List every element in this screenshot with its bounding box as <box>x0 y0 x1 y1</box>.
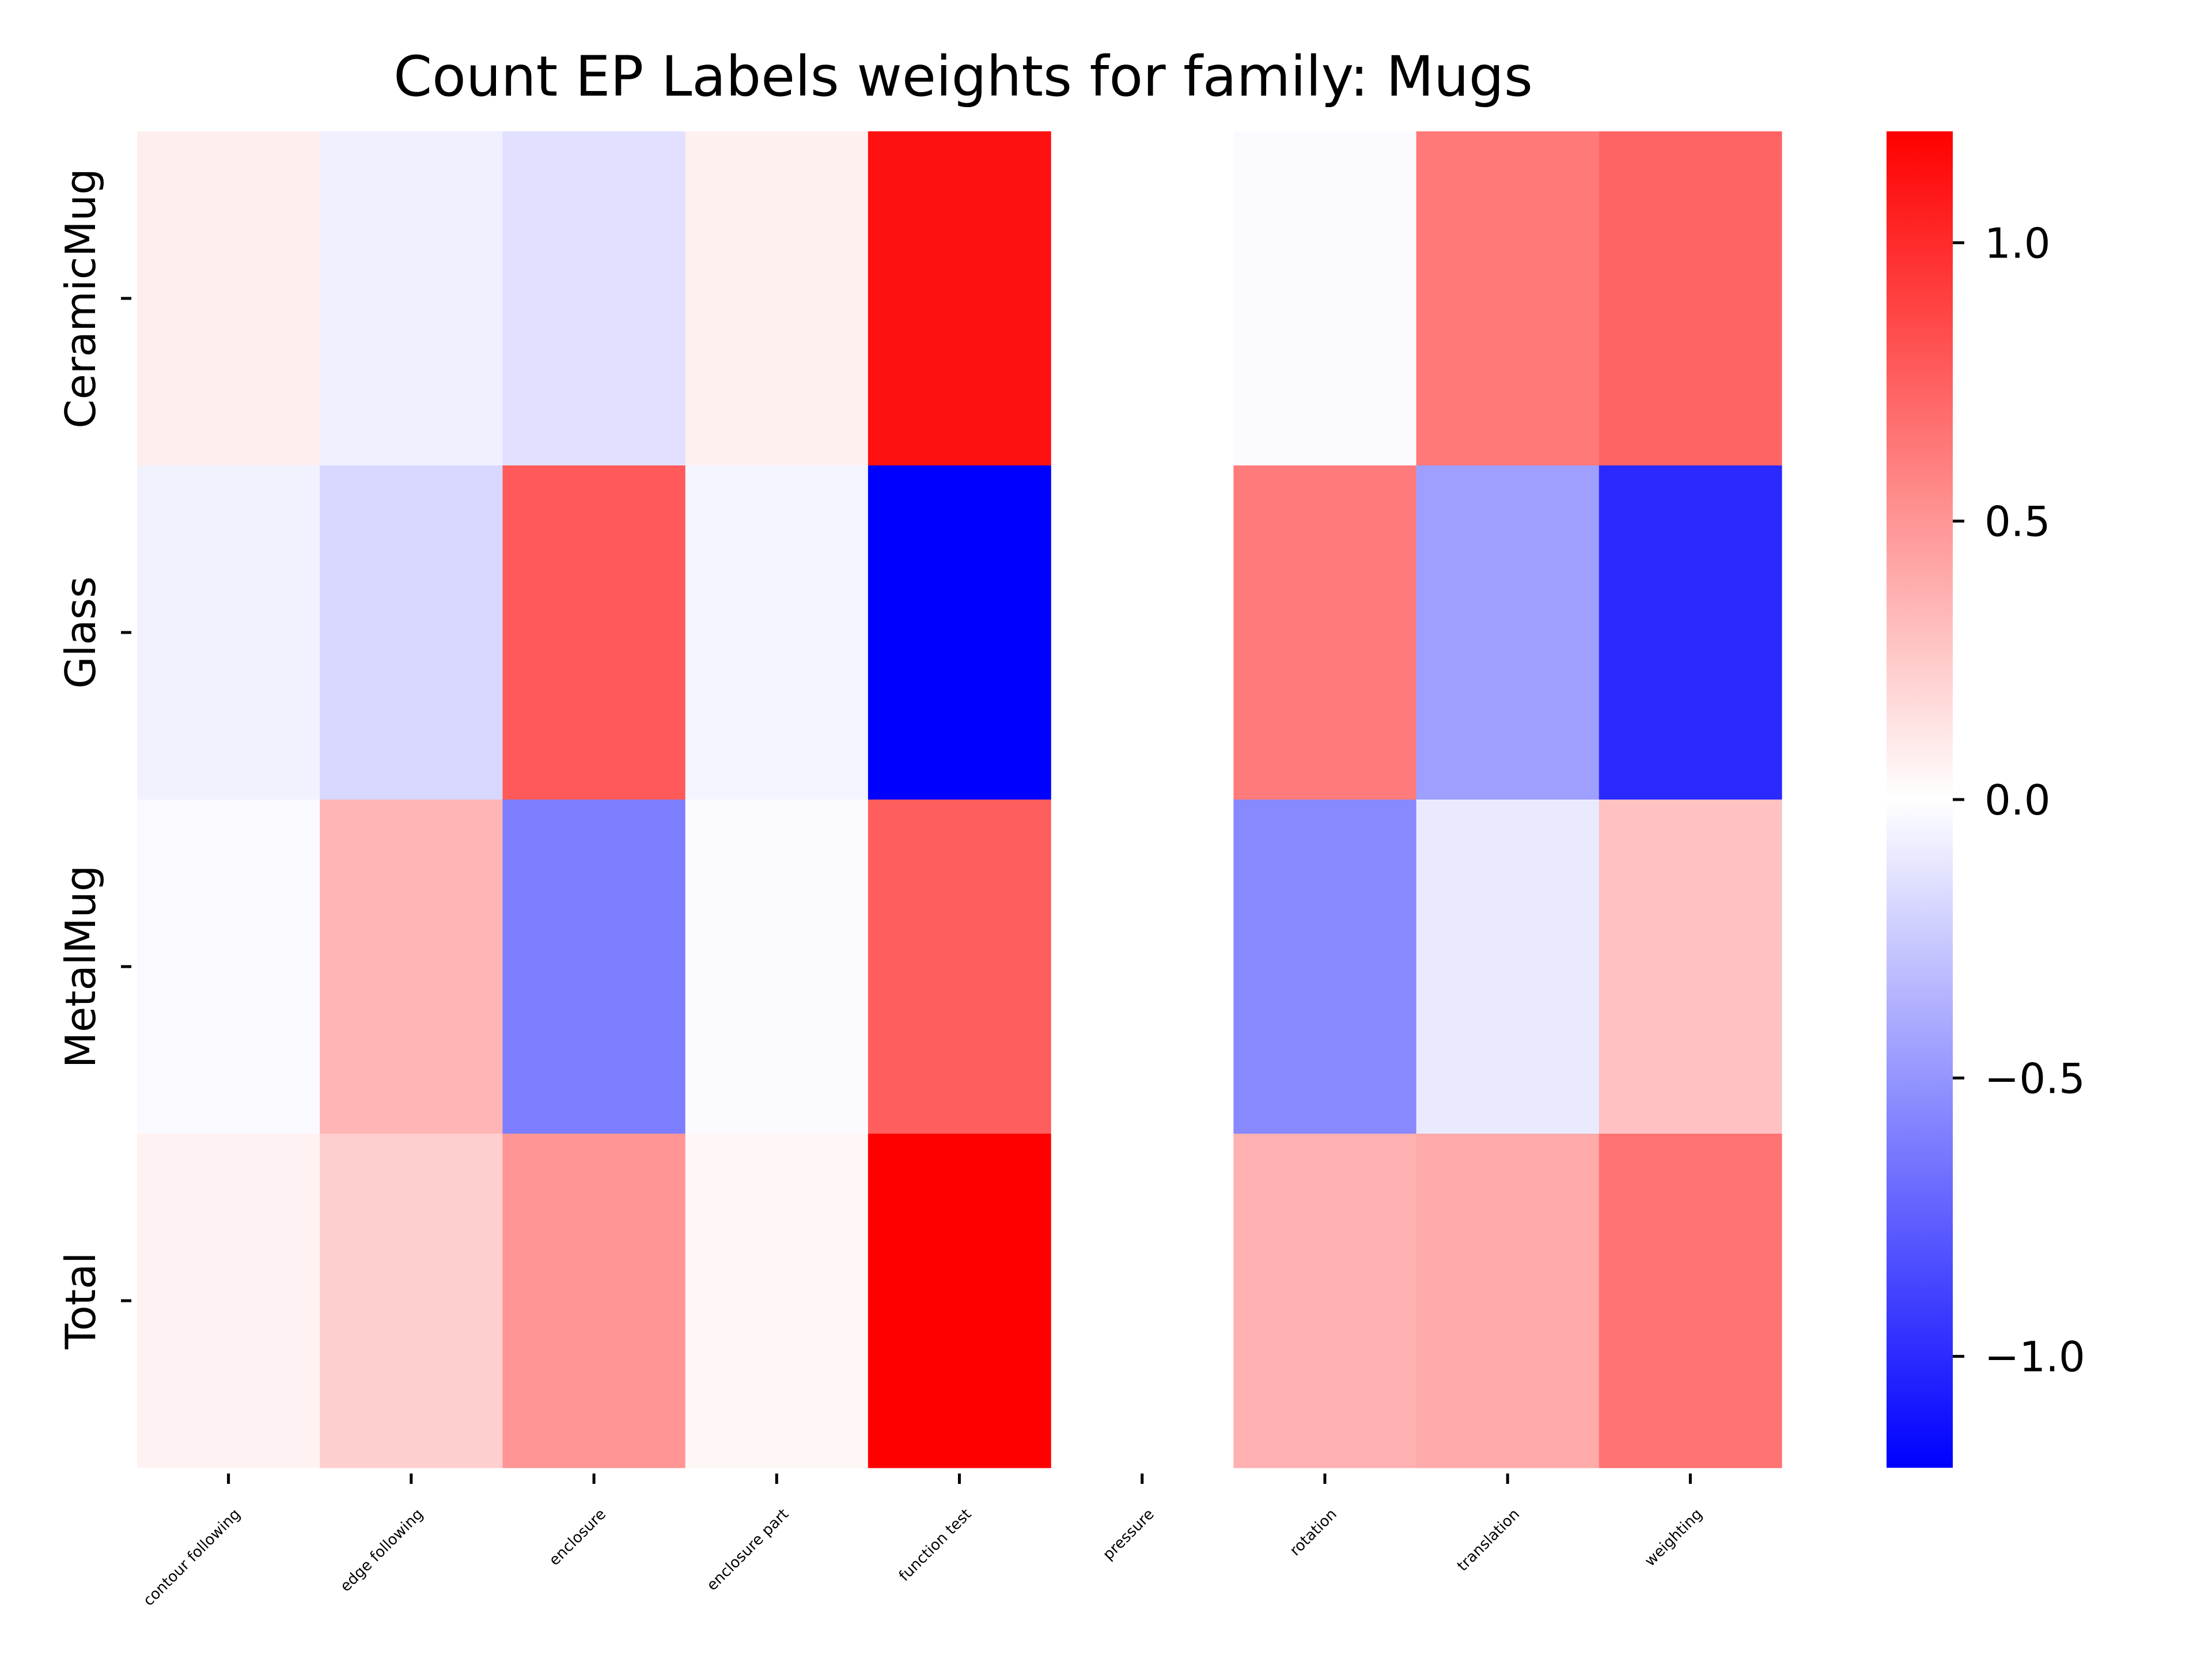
x-tick-label-weighting: weighting <box>1642 1506 1706 1570</box>
y-tick-label-ceramicmug: CeramicMug <box>56 168 105 428</box>
heatmap-cell-ceramicmug-function-test <box>868 131 1051 466</box>
colorbar <box>1887 131 1953 1468</box>
heatmap-cell-ceramicmug-enclosure-part <box>685 131 869 466</box>
heatmap-cell-total-function-test <box>868 1134 1051 1468</box>
heatmap-cell-ceramicmug-enclosure <box>502 131 686 466</box>
colorbar-axis: 1.0 0.5 0.0 −0.5 −1.0 <box>1953 219 2085 1381</box>
heatmap-cell-ceramicmug-translation <box>1416 131 1600 466</box>
heatmap-cell-ceramicmug-contour-following <box>137 131 320 466</box>
heatmap-cell-metalmug-edge-following <box>320 800 503 1134</box>
heatmap-cell-total-enclosure-part <box>685 1134 869 1468</box>
y-tick-label-glass: Glass <box>56 577 105 689</box>
heatmap-cell-metalmug-rotation <box>1233 800 1417 1134</box>
heatmap-cell-metalmug-enclosure-part <box>685 800 869 1134</box>
x-axis: contour following edge following enclosure… <box>140 1474 1706 1609</box>
x-tick-label-contour-following: contour following <box>140 1506 244 1609</box>
heatmap-cell-ceramicmug-weighting <box>1599 131 1782 466</box>
colorbar-tick-label: −1.0 <box>1984 1333 2085 1381</box>
heatmap-cell-metalmug-weighting <box>1599 800 1782 1134</box>
colorbar-tick-label: −0.5 <box>1984 1054 2085 1103</box>
x-tick-label-pressure: pressure <box>1100 1506 1158 1564</box>
y-axis: CeramicMug Glass MetalMug Total <box>56 168 131 1350</box>
heatmap-cell-total-translation <box>1416 1134 1600 1468</box>
heatmap-cell-total-weighting <box>1599 1134 1782 1468</box>
heatmap-cell-glass-enclosure-part <box>685 465 869 800</box>
x-tick-label-edge-following: edge following <box>337 1506 427 1596</box>
heatmap-cell-metalmug-function-test <box>868 800 1051 1134</box>
heatmap-cell-total-edge-following <box>320 1134 503 1468</box>
x-tick-label-rotation: rotation <box>1287 1506 1340 1559</box>
colorbar-tick-label: 0.5 <box>1984 498 2051 546</box>
heatmap-cell-glass-rotation <box>1233 465 1417 800</box>
heatmap-cell-glass-enclosure <box>502 465 686 800</box>
heatmap-cell-glass-function-test <box>868 465 1051 800</box>
y-tick-label-metalmug: MetalMug <box>56 865 105 1068</box>
heatmap-cell-glass-edge-following <box>320 465 503 800</box>
heatmap-cell-glass-weighting <box>1599 465 1782 800</box>
x-tick-label-translation: translation <box>1454 1506 1523 1575</box>
heatmap-cell-ceramicmug-rotation <box>1233 131 1417 466</box>
colorbar-tick-label: 1.0 <box>1984 219 2051 267</box>
heatmap-cell-metalmug-translation <box>1416 800 1600 1134</box>
y-tick-label-total: Total <box>56 1252 105 1350</box>
x-tick-label-enclosure: enclosure <box>546 1506 609 1569</box>
heatmap-cell-total-contour-following <box>137 1134 320 1468</box>
heatmap-cell-total-enclosure <box>502 1134 686 1468</box>
heatmap-cell-metalmug-contour-following <box>137 800 320 1134</box>
heatmap-cell-total-rotation <box>1233 1134 1417 1468</box>
x-tick-label-function-test: function test <box>896 1506 975 1585</box>
heatmap-cell-glass-translation <box>1416 465 1600 800</box>
heatmap-cell-metalmug-enclosure <box>502 800 686 1134</box>
heatmap-cell-glass-contour-following <box>137 465 320 800</box>
heatmap-cells <box>137 131 1782 1468</box>
chart-title: Count EP Labels weights for family: Mugs <box>393 44 1533 109</box>
colorbar-tick-label: 0.0 <box>1984 776 2051 824</box>
x-tick-label-enclosure-part: enclosure part <box>703 1506 792 1594</box>
heatmap-cell-ceramicmug-edge-following <box>320 131 503 466</box>
